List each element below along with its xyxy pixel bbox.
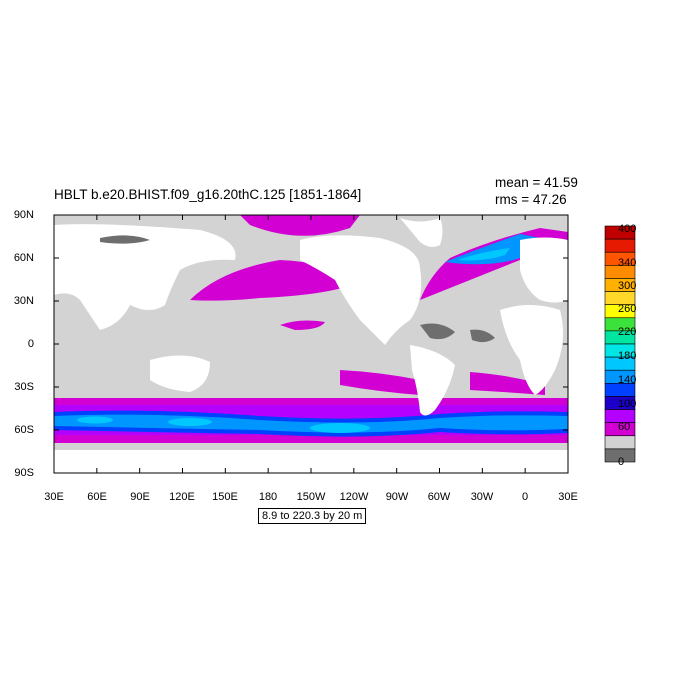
y-tick-label: 30N — [13, 295, 34, 307]
rms-value: rms = 47.26 — [495, 192, 567, 207]
arctic-band — [240, 215, 360, 236]
north-america — [300, 235, 422, 345]
x-tick-label: 150W — [296, 491, 326, 503]
southern-cyan-1 — [168, 418, 212, 426]
x-tick-label: 60E — [87, 491, 107, 503]
labrador-cyan — [458, 248, 510, 261]
colorbar-box — [604, 435, 636, 450]
x-tick-label: 90W — [385, 491, 409, 503]
x-tick-label: 150E — [212, 491, 238, 503]
north-pacific-magenta — [190, 260, 360, 301]
colorbar-label: 400 — [618, 223, 637, 235]
axis-ticks — [53, 214, 569, 474]
y-tick-label: 0 — [27, 338, 34, 350]
colorbar-label: 100 — [618, 398, 637, 410]
colorbar-box — [604, 448, 636, 463]
south-pacific-tongue — [340, 370, 420, 395]
x-tick-label: 0 — [521, 491, 529, 503]
x-tick-label: 30E — [44, 491, 64, 503]
x-tick-label: 180 — [258, 491, 278, 503]
y-tick-label: 90S — [14, 467, 34, 479]
x-tick-label: 60W — [427, 491, 451, 503]
zero-patch-2 — [470, 329, 495, 343]
colorbar-label: 140 — [618, 374, 637, 386]
colorbar-label: 180 — [618, 350, 637, 362]
australia — [150, 355, 210, 392]
colorbar-label: 340 — [618, 257, 637, 269]
southern-cyan-3 — [77, 416, 113, 424]
plot-title: HBLT b.e20.BHIST.f09_g16.20thC.125 [1851… — [54, 187, 362, 202]
colorbar-label: 220 — [618, 326, 637, 338]
y-tick-label: 60S — [14, 424, 34, 436]
x-tick-label: 90E — [130, 491, 150, 503]
colorbar-label: 60 — [618, 421, 631, 433]
contour-info-box: 8.9 to 220.3 by 20 m — [258, 508, 367, 524]
x-tick-label: 120W — [339, 491, 369, 503]
europe — [520, 237, 568, 303]
map-field — [54, 215, 568, 473]
mean-value: mean = 41.59 — [495, 175, 578, 190]
zero-patch-1 — [420, 323, 455, 340]
colorbar-label: 300 — [618, 280, 637, 292]
y-tick-label: 90N — [13, 209, 34, 221]
y-tick-label: 60N — [13, 252, 34, 264]
southern-cyan-2 — [310, 423, 370, 433]
mid-pacific-patch — [280, 320, 325, 330]
eurasia — [54, 224, 236, 330]
greenland — [400, 218, 443, 247]
x-tick-label: 30E — [558, 491, 578, 503]
antarctica — [54, 450, 568, 473]
south-america — [410, 345, 455, 416]
colorbar-label: 260 — [618, 303, 637, 315]
y-tick-label: 30S — [14, 381, 34, 393]
x-tick-label: 30W — [470, 491, 494, 503]
south-atlantic-tongue — [470, 372, 545, 395]
africa — [500, 305, 564, 395]
colorbar-label: 0 — [618, 456, 625, 468]
x-tick-label: 120E — [169, 491, 195, 503]
colorbar — [604, 225, 636, 463]
colorbar-box — [604, 238, 636, 253]
zero-patch-3 — [100, 235, 150, 244]
